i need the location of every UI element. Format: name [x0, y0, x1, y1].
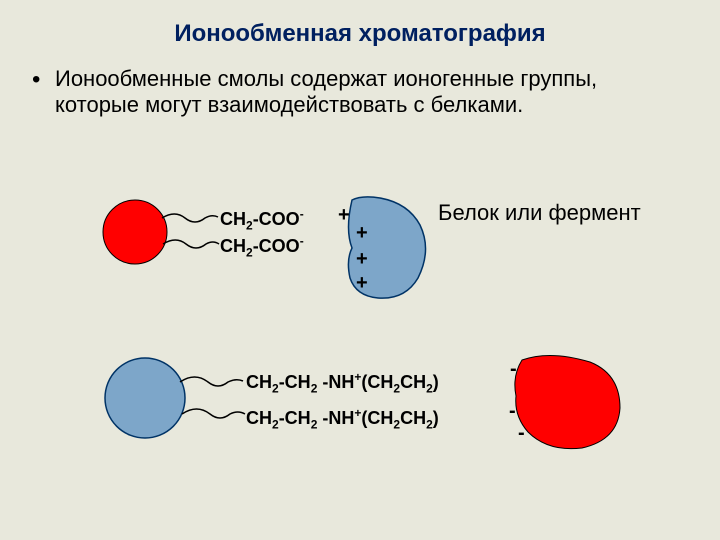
page-title: Ионообменная хроматография: [0, 0, 720, 48]
formula-coo-2: CH2-COO-: [220, 234, 304, 260]
arm-bottom-2: [182, 409, 245, 418]
formula-nh-1: CH2-CH2 -NH+(CH2CH2): [246, 370, 439, 396]
formula-coo-1: CH2-COO-: [220, 207, 304, 233]
charge-minus-2: -: [509, 400, 516, 423]
resin-bead-top: [103, 200, 167, 264]
arm-top-2: [163, 240, 219, 248]
bullet-description: Ионообменные смолы содержат ионогенные г…: [0, 48, 720, 118]
charge-plus-4: +: [356, 272, 368, 295]
arm-bottom-1: [180, 377, 243, 386]
charge-plus-2: +: [356, 222, 368, 245]
resin-bead-bottom: [105, 358, 185, 438]
charge-plus-3: +: [356, 248, 368, 271]
formula-nh-2: CH2-CH2 -NH+(CH2CH2): [246, 406, 439, 432]
charge-minus-3: -: [518, 422, 525, 445]
arm-top-1: [162, 214, 218, 222]
protein-label: Белок или фермент: [438, 200, 641, 226]
protein-red-blob: [515, 355, 620, 448]
charge-plus-1: +: [338, 204, 350, 227]
charge-minus-1: -: [510, 358, 517, 381]
